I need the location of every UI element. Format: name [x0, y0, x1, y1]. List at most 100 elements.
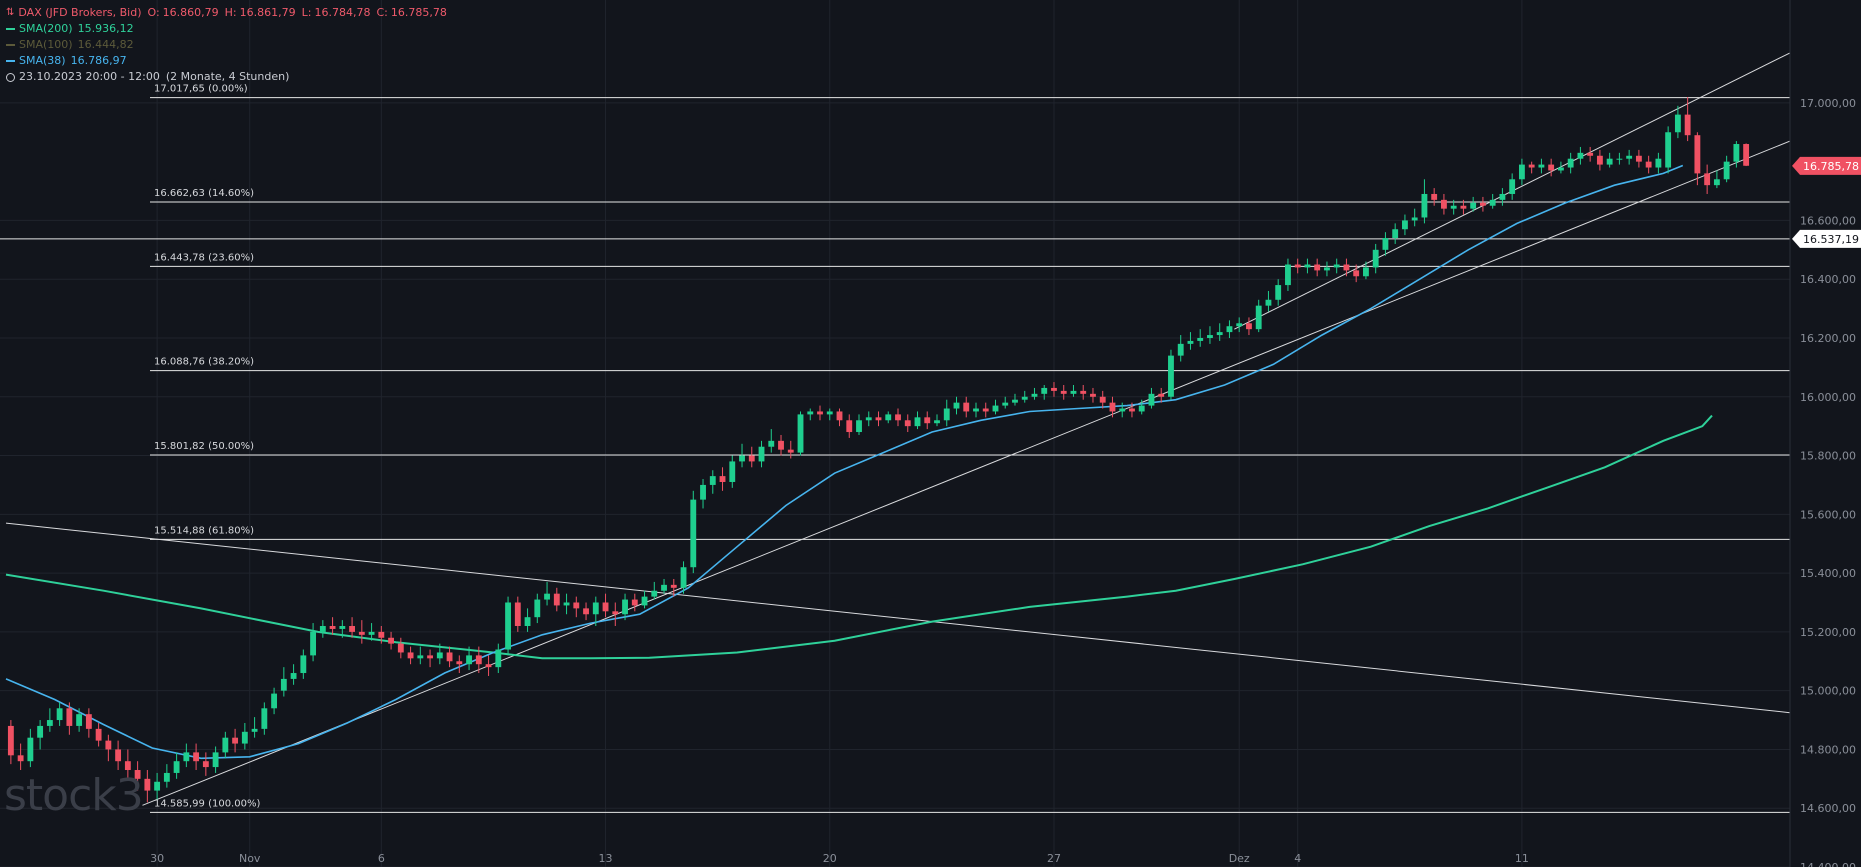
- watermark-logo: stock3: [4, 770, 144, 821]
- fib-label: 16.662,63 (14.60%): [154, 188, 254, 199]
- candle-up: [797, 414, 804, 453]
- last-price-tag: 16.785,78: [1803, 160, 1859, 173]
- candle-up: [544, 593, 550, 600]
- candle-down: [1743, 144, 1750, 166]
- fib-label: 16.088,76 (38.20%): [154, 357, 254, 368]
- candle-up: [1499, 193, 1506, 200]
- candle-down: [963, 402, 970, 412]
- candle-down: [446, 652, 453, 662]
- fib-label: 16.443,78 (23.60%): [154, 252, 254, 263]
- candle-up: [807, 411, 814, 415]
- candle-down: [1587, 152, 1594, 156]
- candle-down: [358, 631, 365, 635]
- candle-down: [1090, 393, 1096, 397]
- candle-up: [466, 655, 472, 665]
- candle-up: [1713, 179, 1720, 186]
- candle-down: [1343, 264, 1350, 271]
- sma38-line: [5, 164, 1684, 760]
- candle-down: [1440, 199, 1447, 209]
- symbol-row[interactable]: ⇅ DAX (JFD Brokers, Bid) O: 16.860,79 H: 1…: [6, 5, 447, 21]
- candle-down: [1645, 161, 1652, 168]
- candle-down: [115, 749, 122, 762]
- candle-up: [1002, 402, 1009, 406]
- y-tick-label: 16.600,00: [1800, 214, 1856, 227]
- candle-up: [1577, 152, 1584, 159]
- y-tick-label: 15.200,00: [1800, 626, 1856, 639]
- candlesticks: [7, 96, 1750, 803]
- chart-legend: ⇅ DAX (JFD Brokers, Bid) O: 16.860,79 H: 1…: [6, 5, 447, 85]
- candle-down: [1694, 135, 1701, 174]
- candle-up: [1187, 340, 1194, 344]
- indicator-label: SMA(200): [19, 22, 73, 35]
- price-tags: 16.785,78 16.537,19: [1792, 156, 1861, 248]
- candle-up: [436, 652, 443, 659]
- candle-down: [904, 420, 911, 427]
- candle-up: [953, 402, 960, 409]
- x-tick-label: 30: [150, 852, 164, 865]
- candle-up: [914, 417, 921, 427]
- candle-down: [602, 602, 609, 612]
- candle-up: [1421, 193, 1428, 218]
- indicator-sma38[interactable]: SMA(38) 16.786,97: [6, 53, 447, 69]
- candle-up: [1168, 355, 1174, 397]
- time-range-row[interactable]: 23.10.2023 20:00 - 12:00 (2 Monate, 4 St…: [6, 69, 447, 85]
- candle-down: [1109, 402, 1116, 412]
- candle-down: [631, 599, 638, 606]
- fib-label: 17.017,65 (0.00%): [154, 84, 248, 95]
- candle-down: [787, 449, 794, 453]
- candle-up: [943, 408, 950, 421]
- candle-down: [1099, 396, 1106, 403]
- candle-up: [1021, 396, 1028, 400]
- candle-up: [641, 596, 648, 606]
- y-tick-label: 15.800,00: [1800, 450, 1856, 463]
- time-axis: 30 Nov 6 13 20 27 Dez 4 11: [150, 852, 1529, 865]
- grid: [0, 0, 1790, 867]
- indicator-label: SMA(38): [19, 54, 66, 67]
- x-tick-label: 4: [1294, 852, 1301, 865]
- indicator-sma100[interactable]: SMA(100) 16.444,82: [6, 37, 447, 53]
- candle-down: [1548, 164, 1555, 171]
- ohlc-close: 16.785,78: [390, 6, 447, 19]
- candle-up: [973, 408, 979, 412]
- candle-down: [407, 652, 414, 659]
- indicator-sma200[interactable]: SMA(200) 15.936,12: [6, 21, 447, 37]
- candle-up: [661, 584, 667, 591]
- x-tick-label: 20: [823, 852, 837, 865]
- candle-down: [17, 755, 24, 762]
- y-tick-label: 16.400,00: [1800, 273, 1856, 286]
- x-tick-label: 13: [599, 852, 613, 865]
- candle-down: [612, 611, 619, 615]
- x-tick-label: 6: [378, 852, 385, 865]
- y-tick-label: 14.600,00: [1800, 802, 1856, 815]
- y-tick-label: 15.000,00: [1800, 685, 1856, 698]
- candle-up: [319, 626, 326, 632]
- candle-down: [105, 740, 112, 750]
- candle-up: [729, 461, 736, 482]
- ohlc-open-label: O:: [147, 6, 160, 19]
- y-tick-label: 14.400,00: [1800, 861, 1856, 867]
- candle-up: [290, 673, 297, 679]
- candle-down: [778, 440, 784, 450]
- candle-up: [1616, 158, 1623, 160]
- ohlc-open: 16.860,79: [162, 6, 219, 19]
- candle-down: [1596, 155, 1603, 165]
- candle-down: [349, 626, 356, 632]
- candle-up: [1567, 158, 1574, 168]
- candle-up: [992, 405, 999, 412]
- candle-up: [1226, 326, 1233, 333]
- candle-down: [670, 584, 677, 588]
- candle-up: [339, 626, 346, 629]
- indicator-value: 16.444,82: [77, 38, 134, 51]
- y-tick-label: 17.000,00: [1800, 97, 1856, 110]
- candle-up: [1265, 299, 1272, 306]
- candle-up: [1255, 305, 1262, 330]
- candle-down: [1129, 408, 1135, 412]
- candle-down: [1635, 155, 1642, 162]
- y-tick-label: 15.600,00: [1800, 508, 1856, 521]
- candle-down: [1158, 393, 1165, 397]
- candle-up: [1733, 144, 1740, 162]
- candle-down: [875, 417, 882, 421]
- candle-up: [758, 446, 765, 462]
- candle-up: [622, 599, 628, 615]
